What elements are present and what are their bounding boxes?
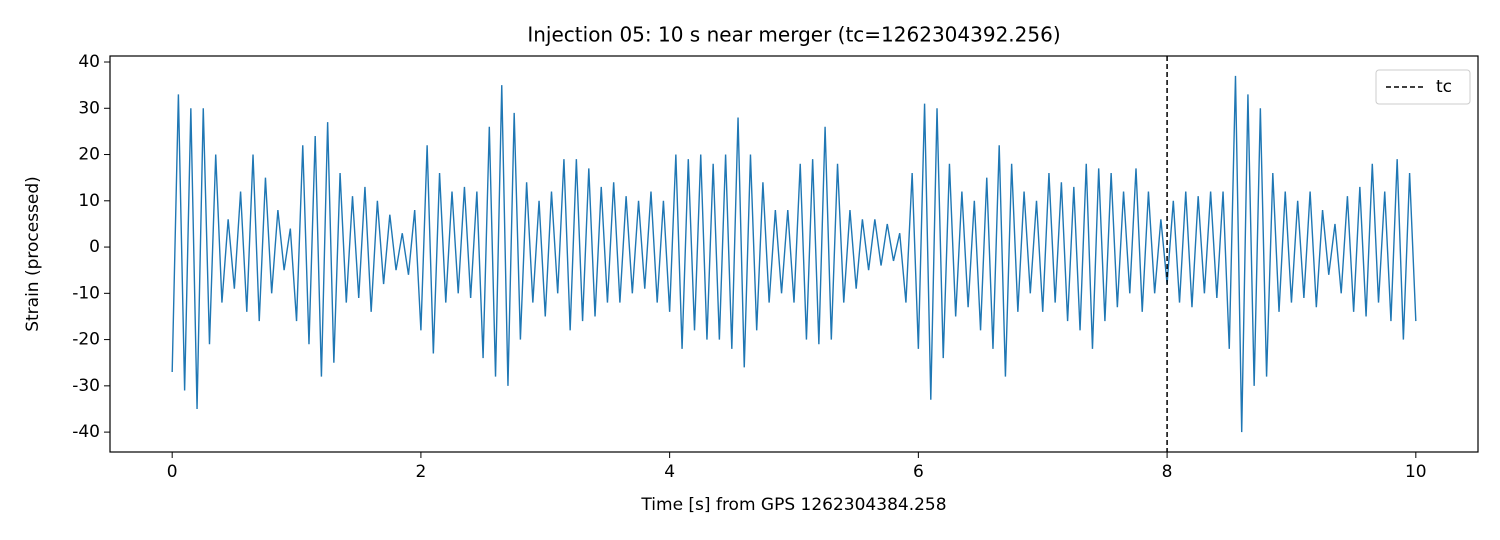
y-tick-label: 10 — [78, 191, 100, 211]
y-tick-label: 0 — [89, 237, 100, 257]
y-tick-label: -40 — [72, 422, 100, 442]
x-tick-label: 8 — [1162, 462, 1173, 482]
chart-title: Injection 05: 10 s near merger (tc=12623… — [527, 23, 1060, 47]
x-tick-label: 0 — [167, 462, 178, 482]
y-tick-label: -10 — [72, 283, 100, 303]
y-tick-label: 40 — [78, 52, 100, 72]
x-tick-label: 4 — [664, 462, 675, 482]
y-tick-label: -30 — [72, 376, 100, 396]
x-axis-label: Time [s] from GPS 1262304384.258 — [640, 495, 946, 515]
y-tick-label: -20 — [72, 330, 100, 350]
legend-label: tc — [1436, 77, 1452, 97]
x-tick-label: 2 — [415, 462, 426, 482]
y-tick-label: 30 — [78, 98, 100, 118]
x-tick-label: 10 — [1405, 462, 1427, 482]
y-tick-label: 20 — [78, 145, 100, 165]
plot-frame — [109, 55, 1479, 453]
x-tick-label: 6 — [913, 462, 924, 482]
signal-line — [171, 75, 1417, 433]
y-axis-label: Strain (processed) — [23, 176, 43, 332]
